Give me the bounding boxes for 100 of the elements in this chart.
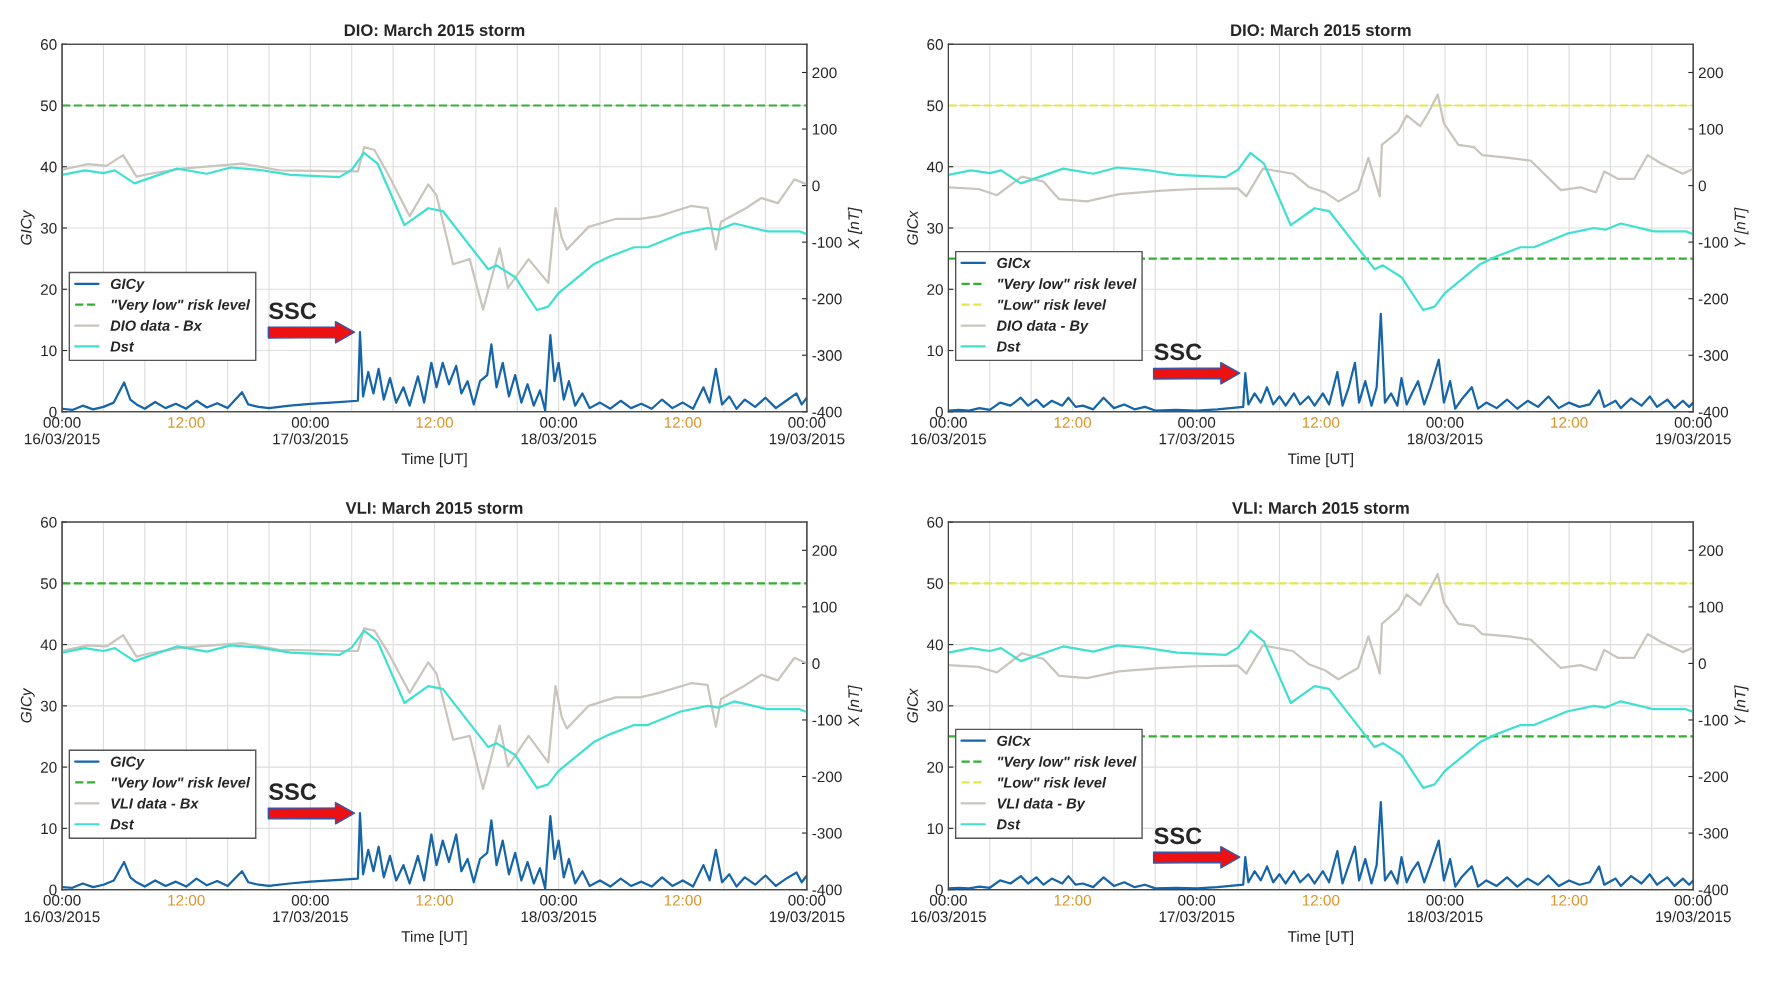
y2-tick-label: 200: [1698, 67, 1723, 79]
y2-tick-label: -200: [1698, 771, 1729, 783]
y-tick-label: 50: [927, 100, 943, 112]
x-axis-title: Time [UT]: [1287, 930, 1353, 945]
y2-tick-label: -300: [812, 350, 842, 361]
y2-tick-label: 200: [812, 67, 837, 79]
legend-label: Dst: [110, 341, 135, 352]
legend-label: DIO data - Bx: [110, 320, 203, 331]
legend-label: VLI data - By: [997, 797, 1086, 812]
y-tick-label: 20: [927, 761, 943, 773]
chart-title: VLI: March 2015 storm: [345, 501, 523, 514]
y-tick-label: 10: [927, 823, 943, 835]
y-tick-label: 0: [49, 406, 57, 418]
legend-label: GICx: [997, 257, 1032, 269]
legend-label: Dst: [996, 341, 1021, 352]
x-tick-label: 12:00: [168, 894, 205, 906]
y2-tick-label: -300: [1698, 350, 1729, 361]
x-tick-label: 12:00: [1054, 894, 1092, 906]
y-tick-label: 60: [927, 39, 943, 50]
x-tick-label: 00:00 17/03/2015: [1159, 894, 1235, 923]
y-tick-label: 30: [40, 222, 57, 234]
x-tick-label: 00:00 18/03/2015: [521, 894, 597, 923]
y2-tick-label: 100: [1699, 123, 1723, 135]
y2-tick-label: 0: [812, 658, 820, 670]
line-series: [948, 93, 1694, 203]
x-tick-label: 12:00: [416, 417, 453, 428]
chart-title: DIO: March 2015 storm: [1231, 23, 1411, 37]
legend-label: VLI data - Bx: [111, 797, 199, 809]
y2-tick-label: 100: [1699, 601, 1723, 613]
x-tick-label: 12:00: [168, 417, 205, 428]
y2-tick-label: -400: [1698, 884, 1729, 896]
x-tick-label: 00:00 16/03/2015: [24, 417, 100, 445]
y-axis-title: GICx: [907, 687, 918, 723]
y2-axis-title: Y [nT]: [1734, 207, 1749, 247]
y2-tick-label: -200: [1698, 293, 1729, 305]
y2-tick-label: -400: [812, 406, 842, 418]
y-tick-label: 10: [41, 823, 57, 835]
legend-label: GICy: [110, 278, 145, 292]
y-tick-label: 40: [40, 639, 57, 651]
y-tick-label: 40: [926, 161, 943, 173]
y-tick-label: 0: [49, 884, 57, 896]
y-tick-label: 50: [40, 100, 57, 112]
x-tick-label: 00:00 19/03/2015: [1656, 417, 1731, 445]
annotation: SSC: [269, 783, 317, 801]
y2-tick-label: -100: [1698, 237, 1729, 248]
y2-tick-label: 0: [1698, 658, 1706, 670]
y2-tick-label: 0: [1698, 180, 1706, 192]
x-tick-label: 00:00 19/03/2015: [769, 417, 845, 445]
legend-label: GICx: [997, 735, 1032, 746]
x-tick-label: 00:00 17/03/2015: [273, 894, 348, 923]
y-axis-title: GICx: [907, 210, 918, 245]
legend-label: "Very low" risk level: [998, 278, 1137, 292]
x-tick-label: 00:00 17/03/2015: [1159, 417, 1235, 445]
y-tick-label: 30: [927, 222, 943, 234]
y2-tick-label: -400: [1698, 406, 1729, 418]
y-tick-label: 60: [40, 516, 57, 528]
y-tick-label: 50: [40, 578, 57, 589]
y-tick-label: 60: [927, 516, 943, 528]
y-tick-label: 10: [41, 345, 57, 357]
legend-label: "Low" risk level: [998, 299, 1107, 310]
y-tick-label: 10: [927, 345, 943, 357]
x-tick-label: 00:00 16/03/2015: [911, 894, 986, 923]
y2-tick-label: -300: [1698, 827, 1729, 839]
line-series: [948, 572, 1694, 681]
y-tick-label: 0: [935, 884, 943, 896]
legend-label: Dst: [110, 819, 135, 830]
y-tick-label: 50: [927, 578, 943, 589]
x-tick-label: 00:00 16/03/2015: [911, 417, 986, 445]
x-tick-label: 00:00 16/03/2015: [24, 894, 100, 923]
legend-label: DIO data - By: [996, 320, 1089, 334]
chart-title: DIO: March 2015 storm: [344, 23, 525, 37]
chart-title: VLI: March 2015 storm: [1232, 501, 1409, 514]
x-tick-label: 00:00 19/03/2015: [1656, 894, 1731, 923]
y-tick-label: 20: [40, 761, 57, 773]
y-tick-label: 20: [40, 284, 57, 295]
line-series: [948, 151, 1694, 312]
legend-label: "Very low" risk level: [998, 756, 1137, 770]
x-tick-label: 12:00: [1302, 894, 1340, 906]
x-tick-label: 12:00: [1302, 417, 1340, 428]
legend-label: GICy: [110, 756, 145, 770]
y2-tick-label: -300: [812, 827, 842, 839]
annotation: SSC: [1154, 827, 1202, 845]
x-tick-label: 00:00 18/03/2015: [1407, 417, 1483, 445]
x-tick-label: 12:00: [1551, 417, 1588, 428]
y2-tick-label: 200: [812, 545, 837, 557]
y2-tick-label: -100: [812, 714, 842, 726]
y-tick-label: 40: [40, 161, 57, 173]
y-tick-label: 0: [935, 406, 943, 418]
x-tick-label: 00:00 19/03/2015: [769, 894, 845, 923]
x-tick-label: 12:00: [1551, 894, 1588, 906]
x-tick-label: 00:00 18/03/2015: [1407, 894, 1483, 923]
y2-axis-title: X [nT]: [847, 685, 863, 727]
y-tick-label: 60: [40, 39, 57, 50]
x-tick-label: 12:00: [664, 417, 702, 428]
x-axis-title: Time [UT]: [401, 452, 467, 468]
legend-label: Dst: [996, 819, 1021, 830]
y-axis-title: GICy: [20, 209, 35, 245]
y2-tick-label: -200: [812, 771, 842, 783]
y2-tick-label: -100: [812, 237, 842, 248]
x-tick-label: 00:00 18/03/2015: [521, 417, 597, 445]
